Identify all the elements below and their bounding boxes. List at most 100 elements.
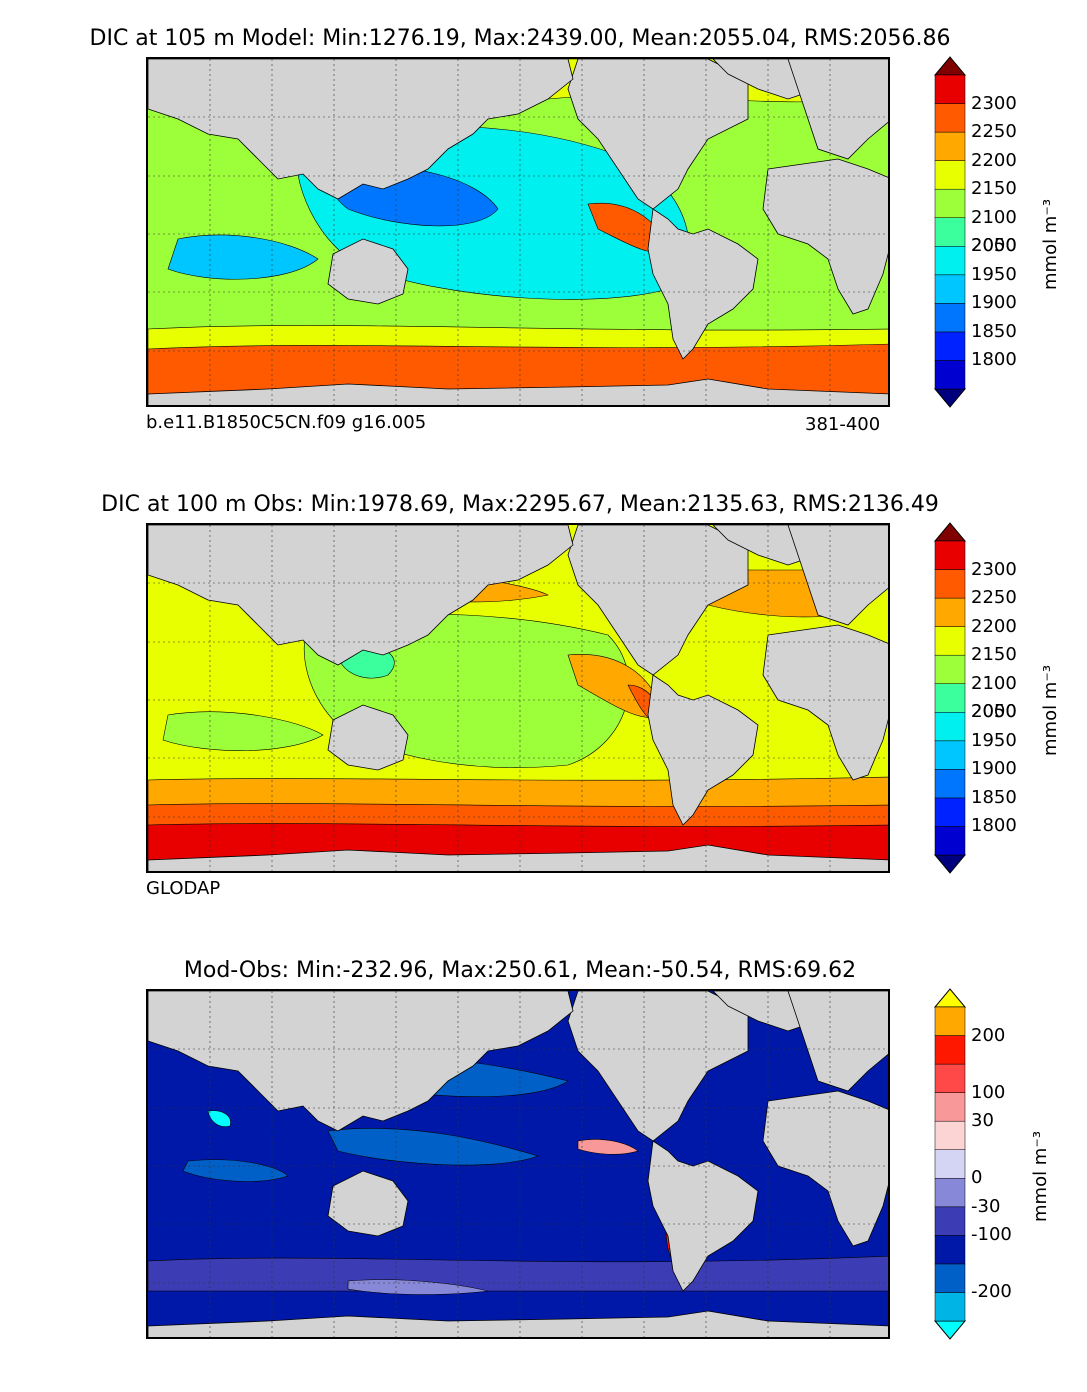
colorbar-swatch (934, 1263, 966, 1293)
colorbar-swatch (934, 303, 966, 333)
colorbar-swatch (934, 160, 966, 190)
colorbar-tick-label: -30 (971, 1195, 1001, 1217)
footer-left: b.e11.B1850C5CN.f09 g16.005 (146, 412, 427, 433)
contour-band-green-indian (162, 711, 324, 751)
colorbar-swatch (934, 712, 966, 742)
colorbar-swatch (934, 1149, 966, 1179)
colorbar-tick-label: 2300 (971, 92, 1017, 114)
panel-diff: Mod-Obs: Min:-232.96, Max:250.61, Mean:-… (0, 932, 1087, 1392)
colorbar-unit: mmol m⁻³ (1040, 198, 1061, 290)
colorbar-tick-label: 1800 (971, 349, 1017, 371)
colorbar-unit: mmol m⁻³ (1030, 1130, 1051, 1222)
colorbar-unit: mmol m⁻³ (1040, 664, 1061, 756)
colorbar-tick-label: 2050 (971, 235, 1017, 257)
colorbar-tick-label: 1900 (971, 758, 1017, 780)
map-plot (146, 57, 890, 407)
grid-lines (148, 991, 888, 1337)
panel-title: DIC at 105 m Model: Min:1276.19, Max:243… (89, 26, 951, 51)
colorbar-swatch (934, 131, 966, 161)
colorbar-svg (933, 988, 967, 1340)
colorbar-swatch (934, 569, 966, 599)
colorbar-tick-label: 1850 (971, 786, 1017, 808)
colorbar-tick-label: 1950 (971, 729, 1017, 751)
colorbar-swatch (934, 1120, 966, 1150)
contour-band-midblue-3 (182, 1159, 289, 1182)
colorbar-tick-label: 1900 (971, 292, 1017, 314)
colorbar-swatch (934, 274, 966, 304)
colorbar-swatch (934, 1063, 966, 1093)
colorbar-extend-low (933, 854, 967, 874)
colorbar-swatch (934, 597, 966, 627)
colorbar-swatch (934, 540, 966, 570)
panel-obs: DIC at 100 m Obs: Min:1978.69, Max:2295.… (0, 466, 1087, 926)
colorbar-svg (933, 522, 967, 874)
colorbar-tick-label: 2250 (971, 121, 1017, 143)
panel-model: DIC at 105 m Model: Min:1276.19, Max:243… (0, 0, 1087, 460)
colorbar-swatch (934, 103, 966, 133)
colorbar-tick-label: 30 (971, 1110, 994, 1132)
colorbar-extend-high (933, 56, 967, 76)
grid-lines (148, 525, 888, 871)
colorbar-extend-high (933, 522, 967, 542)
colorbar-swatch (934, 769, 966, 799)
colorbar-tick-label: 1850 (971, 320, 1017, 342)
colorbar-tick-label: 2200 (971, 615, 1017, 637)
colorbar-tick-label: 2050 (971, 701, 1017, 723)
colorbar (933, 56, 967, 408)
colorbar-swatch (934, 188, 966, 218)
contour-band-purple-south (148, 1255, 888, 1292)
colorbar-swatch (934, 654, 966, 684)
colorbar-tick-label: 2250 (971, 587, 1017, 609)
colorbar-swatch (934, 826, 966, 856)
colorbar-swatch (934, 1006, 966, 1036)
colorbar-swatch (934, 1206, 966, 1236)
colorbar-extend-high (933, 988, 967, 1008)
colorbar-swatch (934, 1235, 966, 1265)
colorbar-tick-label: 2100 (971, 672, 1017, 694)
colorbar-swatch (934, 740, 966, 770)
colorbar-tick-label: 2100 (971, 206, 1017, 228)
colorbar-tick-label: 2150 (971, 644, 1017, 666)
colorbar-tick-label: 1800 (971, 815, 1017, 837)
colorbar-extend-low (933, 388, 967, 408)
colorbar-swatch (934, 797, 966, 827)
contour-band-orange-south (148, 343, 888, 395)
colorbar-swatch (934, 1178, 966, 1208)
colorbar (933, 988, 967, 1340)
colorbar-tick-label: 100 (971, 1081, 1006, 1103)
colorbar-tick-label: -200 (971, 1281, 1012, 1303)
colorbar-swatch (934, 74, 966, 104)
colorbar-tick-label: 2150 (971, 178, 1017, 200)
colorbar-tick-label: 2000 (971, 701, 1017, 723)
colorbar-swatch (934, 626, 966, 656)
colorbar-tick-label: 2200 (971, 149, 1017, 171)
colorbar-svg (933, 56, 967, 408)
colorbar-tick-label: 2000 (971, 235, 1017, 257)
contour-band-cyan-indian (167, 234, 319, 280)
colorbar-swatch (934, 1035, 966, 1065)
colorbar-extend-low (933, 1320, 967, 1340)
colorbar-swatch (934, 331, 966, 361)
footer-right: 381-400 (805, 414, 881, 435)
colorbar-swatch (934, 217, 966, 247)
contour-band-midblue-2 (327, 1128, 539, 1166)
colorbar-tick-label: 0 (971, 1167, 983, 1189)
contour-band-pink-pacific (577, 1139, 639, 1155)
contour-band-lightpurple (347, 1279, 489, 1295)
map-plot (146, 523, 890, 873)
colorbar-swatch (934, 683, 966, 713)
colorbar-tick-label: -100 (971, 1224, 1012, 1246)
grid-lines (148, 59, 888, 405)
colorbar-swatch (934, 1292, 966, 1322)
colorbar (933, 522, 967, 874)
colorbar-tick-label: 2300 (971, 558, 1017, 580)
colorbar-swatch (934, 1092, 966, 1122)
footer-left: GLODAP (146, 878, 221, 899)
colorbar-tick-label: 1950 (971, 263, 1017, 285)
panel-title: DIC at 100 m Obs: Min:1978.69, Max:2295.… (101, 492, 939, 517)
colorbar-swatch (934, 360, 966, 390)
colorbar-tick-label: 200 (971, 1024, 1006, 1046)
map-plot (146, 989, 890, 1339)
panel-title: Mod-Obs: Min:-232.96, Max:250.61, Mean:-… (183, 958, 857, 983)
contour-band-cyan-arabian (207, 1110, 231, 1127)
